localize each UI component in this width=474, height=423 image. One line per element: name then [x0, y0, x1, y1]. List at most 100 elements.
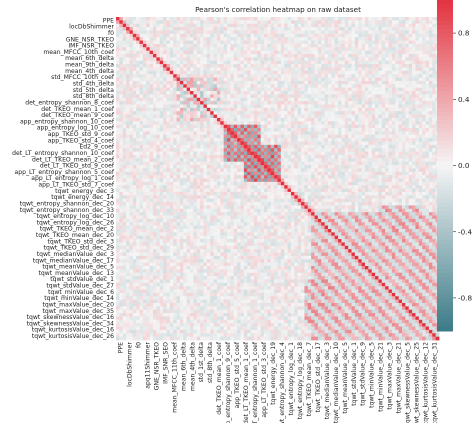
heatmap-cell	[334, 188, 339, 193]
heatmap-cell	[163, 50, 167, 55]
heatmap-cell	[398, 101, 403, 105]
heatmap-cell	[317, 114, 322, 119]
heatmap-cell	[361, 134, 366, 139]
heatmap-cell	[405, 74, 410, 78]
heatmap-cell	[354, 87, 359, 92]
heatmap-cell	[425, 128, 430, 132]
heatmap-cell	[196, 175, 201, 179]
heatmap-cell	[122, 124, 127, 129]
heatmap-cell	[166, 168, 171, 173]
heatmap-cell	[156, 168, 161, 173]
heatmap-cell	[425, 131, 430, 136]
heatmap-cell	[425, 97, 430, 102]
heatmap-cell	[149, 70, 154, 75]
heatmap-cell	[250, 17, 255, 21]
heatmap-cell	[200, 57, 204, 62]
heatmap-cell	[243, 175, 248, 179]
heatmap-cell	[163, 104, 167, 109]
heatmap-cell	[179, 80, 184, 85]
heatmap-cell	[371, 154, 376, 159]
heatmap-cell	[166, 87, 171, 92]
heatmap-cell	[388, 47, 393, 52]
heatmap-cell	[206, 80, 211, 85]
heatmap-cell	[418, 124, 423, 129]
heatmap-cell	[391, 23, 396, 28]
heatmap-cell	[216, 17, 221, 21]
heatmap-cell	[237, 138, 241, 142]
heatmap-cell	[388, 114, 393, 119]
heatmap-cell	[203, 161, 208, 166]
heatmap-cell	[361, 168, 366, 173]
heatmap-cell	[294, 107, 299, 112]
heatmap-cell	[280, 141, 285, 146]
heatmap-cell	[227, 134, 231, 139]
heatmap-cell	[203, 64, 208, 68]
heatmap-cell	[179, 77, 184, 82]
heatmap-cell	[203, 154, 208, 159]
heatmap-cell	[395, 50, 400, 55]
heatmap-cell	[220, 17, 225, 21]
heatmap-cell	[348, 175, 352, 179]
heatmap-cell	[381, 185, 386, 189]
heatmap-cell	[270, 84, 275, 89]
heatmap-cell	[196, 80, 201, 85]
heatmap-cell	[227, 158, 231, 163]
heatmap-cell	[418, 91, 423, 95]
heatmap-cell	[341, 134, 346, 139]
heatmap-cell	[260, 178, 265, 183]
heatmap-cell	[297, 144, 302, 149]
heatmap-cell	[166, 94, 171, 99]
heatmap-cell	[166, 20, 171, 25]
heatmap-cell	[304, 161, 309, 166]
heatmap-cell	[240, 50, 245, 55]
heatmap-cell	[203, 70, 208, 75]
heatmap-cell	[314, 131, 319, 136]
heatmap-cell	[213, 60, 218, 65]
heatmap-cell	[361, 20, 366, 25]
heatmap-cell	[156, 77, 161, 82]
heatmap-cell	[247, 185, 251, 189]
heatmap-cell	[159, 117, 164, 122]
heatmap-cell	[166, 158, 171, 163]
heatmap-cell	[314, 144, 319, 149]
heatmap-cell	[304, 20, 309, 25]
heatmap-cell	[314, 23, 319, 28]
heatmap-cell	[277, 37, 282, 41]
heatmap-cell	[415, 148, 420, 152]
heatmap-cell	[284, 54, 288, 58]
heatmap-cell	[418, 77, 423, 82]
heatmap-cell	[405, 144, 410, 149]
heatmap-cell	[257, 77, 262, 82]
heatmap-cell	[243, 33, 248, 38]
heatmap-cell	[220, 33, 225, 38]
heatmap-cell	[304, 131, 309, 136]
heatmap-cell	[415, 30, 420, 35]
heatmap-cell	[297, 138, 302, 142]
heatmap-cell	[307, 84, 312, 89]
heatmap-cell	[368, 47, 373, 52]
heatmap-cell	[425, 154, 430, 159]
heatmap-cell	[358, 64, 363, 68]
heatmap-cell	[371, 121, 376, 126]
heatmap-cell	[149, 188, 154, 193]
heatmap-cell	[166, 178, 171, 183]
heatmap-cell	[247, 43, 251, 48]
heatmap-cell	[321, 111, 325, 115]
heatmap-cell	[385, 80, 389, 85]
heatmap-cell	[200, 33, 204, 38]
heatmap-cell	[176, 30, 181, 35]
heatmap-cell	[126, 134, 130, 139]
heatmap-cell	[351, 104, 356, 109]
heatmap-cell	[270, 134, 275, 139]
heatmap-cell	[166, 144, 171, 149]
heatmap-cell	[348, 151, 352, 156]
heatmap-cell	[364, 23, 369, 28]
heatmap-cell	[173, 138, 177, 142]
heatmap-cell	[267, 168, 272, 173]
heatmap-cell	[277, 17, 282, 21]
heatmap-cell	[257, 74, 262, 78]
heatmap-cell	[156, 124, 161, 129]
heatmap-cell	[398, 138, 403, 142]
heatmap-cell	[240, 138, 245, 142]
heatmap-cell	[240, 80, 245, 85]
